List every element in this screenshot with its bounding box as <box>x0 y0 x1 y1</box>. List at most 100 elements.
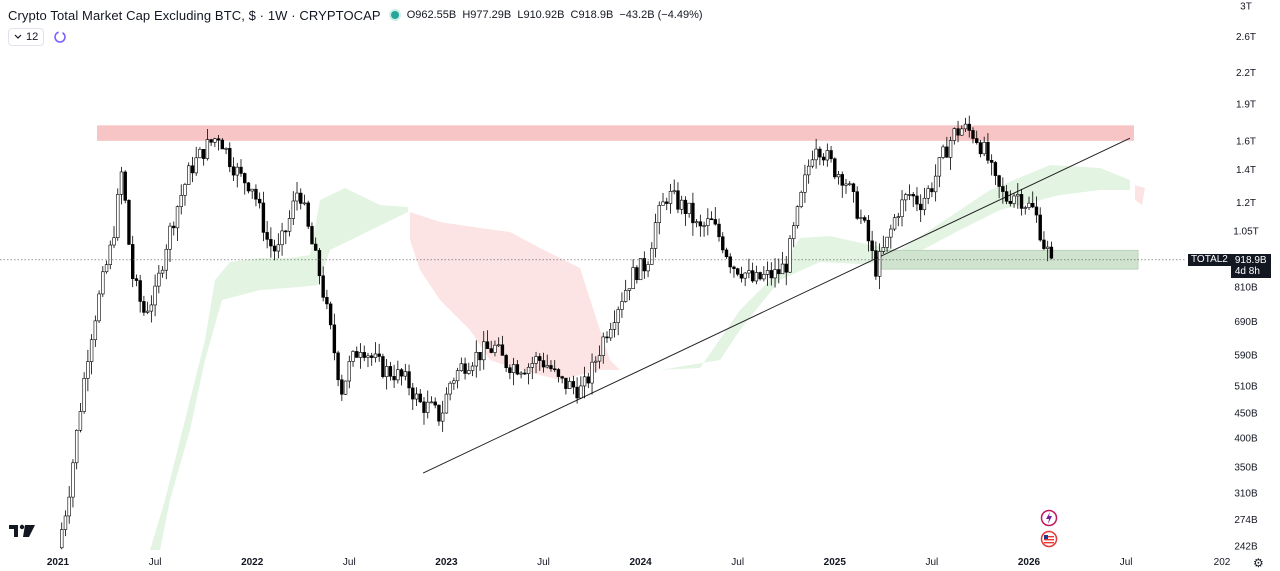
candle-body <box>149 304 154 312</box>
candle-body <box>915 195 919 205</box>
candle-body <box>750 270 755 282</box>
market-status-dot <box>390 11 399 19</box>
candle-body <box>325 297 329 305</box>
candle-body <box>549 365 553 370</box>
candle-body <box>579 385 583 399</box>
candle-body <box>142 301 146 313</box>
economic-event-icon[interactable] <box>1040 509 1058 527</box>
candle-body <box>609 329 613 339</box>
symbol-title[interactable]: Crypto Total Market Cap Excluding BTC, $… <box>8 7 381 23</box>
candle-body <box>582 376 587 387</box>
candle-body <box>904 194 908 201</box>
candle-body <box>134 278 139 281</box>
candle-body <box>187 165 191 185</box>
x-tick-label: Jul <box>926 557 939 568</box>
x-tick-label: 202 <box>1214 557 1231 568</box>
candle-body <box>261 202 266 233</box>
candle-body <box>418 393 422 403</box>
candle-body <box>930 188 934 193</box>
candle-body <box>941 146 945 158</box>
candle-body <box>336 352 340 381</box>
candle-body <box>1031 202 1035 208</box>
candle-body <box>1012 195 1016 204</box>
price-tag-price: 918.9B <box>1234 255 1267 266</box>
candle-body <box>706 218 710 226</box>
y-tick-label: 450B <box>1234 408 1258 419</box>
candle-body <box>153 285 157 306</box>
y-tick-label: 690B <box>1234 317 1258 328</box>
candle-body <box>960 128 964 136</box>
candle-body <box>971 130 975 139</box>
candle-body <box>1016 194 1020 197</box>
candle-body <box>388 366 393 377</box>
candle-body <box>295 192 299 202</box>
candle-body <box>713 219 717 225</box>
candle-body <box>762 274 766 280</box>
candle-body <box>399 369 404 377</box>
candle-body <box>993 162 998 176</box>
candle-body <box>60 529 64 549</box>
candle-body <box>392 376 396 381</box>
y-tick-label: 810B <box>1234 282 1258 293</box>
candle-body <box>198 149 202 159</box>
candle-body <box>1023 207 1027 209</box>
candle-body <box>478 352 482 361</box>
candle-body <box>945 146 949 158</box>
candle-body <box>821 156 826 161</box>
candle-body <box>280 230 284 246</box>
candle-body <box>975 138 979 143</box>
high-value: H977.29B <box>462 9 512 21</box>
indicators-toggle-button[interactable]: 12 <box>8 28 45 46</box>
candle-body <box>848 183 852 186</box>
tradingview-logo[interactable] <box>8 523 36 544</box>
candle-body <box>452 380 456 384</box>
candle-body <box>511 364 516 373</box>
cycle-icon[interactable] <box>52 30 67 45</box>
candle-body <box>526 366 531 374</box>
candle-body <box>284 230 288 233</box>
candle-body <box>765 270 770 275</box>
candle-body <box>422 401 426 413</box>
y-tick-label: 1.2T <box>1236 198 1256 209</box>
candle-body <box>157 272 161 287</box>
candle-body <box>216 138 221 141</box>
candle-body <box>1004 191 1009 202</box>
ichimoku-cloud <box>150 165 1145 550</box>
candle-body <box>145 310 150 313</box>
candle-body <box>489 348 493 353</box>
candle-body <box>321 275 325 298</box>
candle-body <box>889 228 893 238</box>
candle-body <box>814 148 818 161</box>
y-tick-label: 274B <box>1234 515 1258 526</box>
candle-body <box>877 251 882 277</box>
candle-body <box>257 198 262 204</box>
candle-body <box>560 376 564 379</box>
candle-body <box>1045 246 1050 249</box>
us-flag-event-icon[interactable] <box>1040 530 1058 548</box>
candle-body <box>116 194 120 239</box>
candle-body <box>709 218 714 221</box>
candle-body <box>922 197 927 211</box>
candle-body <box>496 344 501 347</box>
settings-gear-icon[interactable]: ⚙ <box>1253 556 1264 570</box>
candle-body <box>235 166 239 176</box>
candle-body <box>735 268 740 275</box>
candle-body <box>754 272 759 282</box>
open-value: O962.55B <box>406 9 457 21</box>
y-tick-label: 1.4T <box>1236 165 1256 176</box>
candle-body <box>265 232 269 240</box>
indicator-toolbar: 12 <box>8 28 67 46</box>
candle-body <box>370 355 374 358</box>
candle-body <box>112 237 116 246</box>
current-price-tag: TOTAL2 918.9B 4d 8h <box>1188 254 1271 278</box>
candle-body <box>504 355 508 368</box>
candle-body <box>724 249 729 258</box>
candle-body <box>694 221 699 224</box>
x-tick-label: Jul <box>1120 557 1133 568</box>
candle-body <box>721 236 725 251</box>
candle-body <box>440 412 445 422</box>
candle-body <box>414 393 419 400</box>
candle-body <box>859 217 863 219</box>
candle-body <box>220 139 225 150</box>
